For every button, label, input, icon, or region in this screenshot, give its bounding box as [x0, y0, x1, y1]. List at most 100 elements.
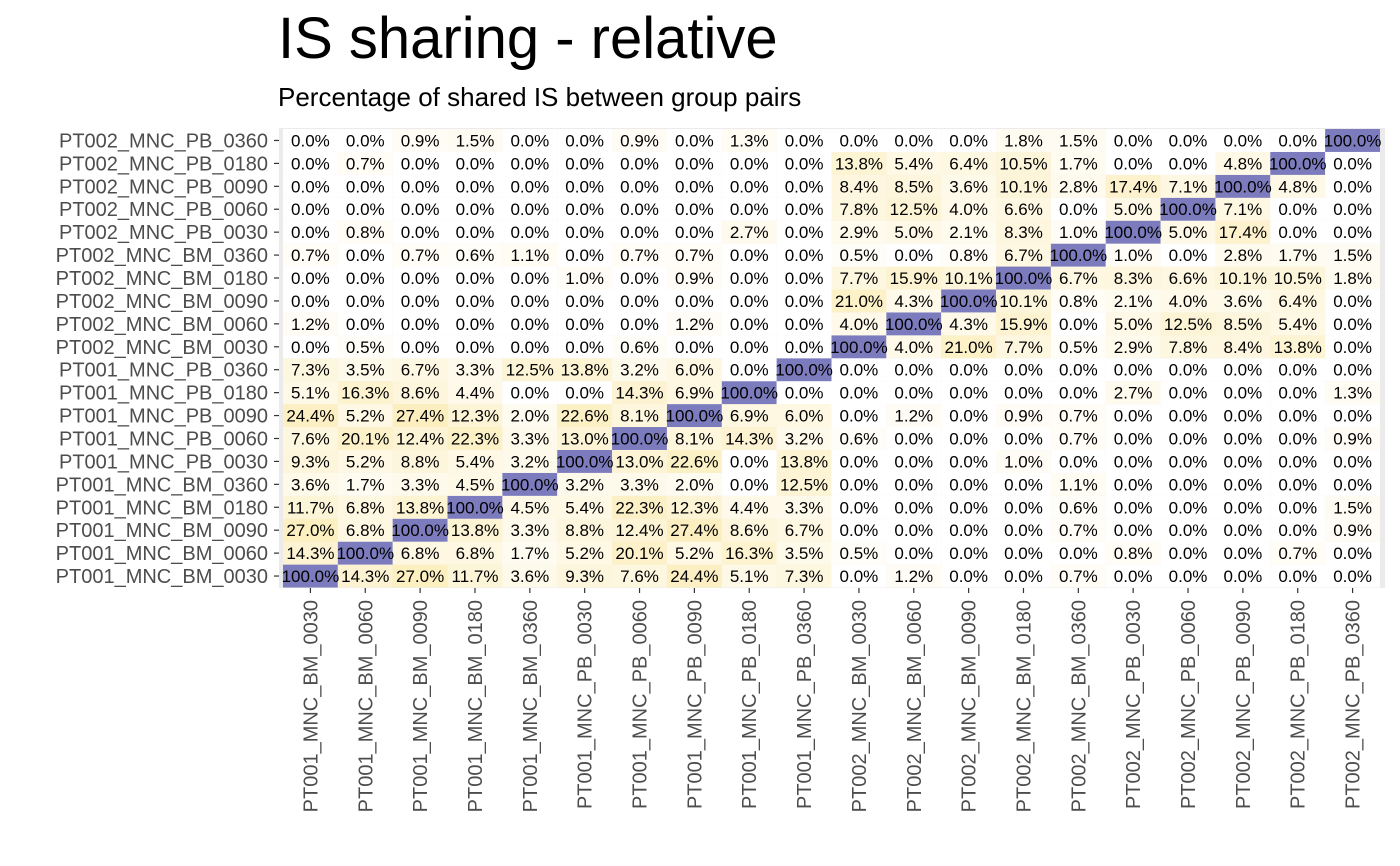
heatmap-cell-label: 1.5% — [1059, 131, 1098, 150]
heatmap-cell — [283, 312, 338, 336]
heatmap-cell — [612, 129, 667, 152]
heatmap-cell-label: 7.3% — [785, 567, 824, 586]
heatmap-cell-label: 0.0% — [675, 131, 714, 150]
x-tick-label: PT002_MNC_BM_0360 — [1068, 600, 1090, 812]
heatmap-cell — [557, 174, 613, 198]
heatmap-cell-label: 1.3% — [1333, 384, 1372, 403]
heatmap-cell — [776, 289, 832, 313]
heatmap-cell-label: 0.0% — [291, 338, 330, 357]
heatmap-cell — [502, 427, 558, 450]
heatmap-cell — [447, 449, 503, 473]
heatmap-cell-label: 0.9% — [620, 131, 659, 150]
heatmap-cell — [557, 541, 613, 565]
heatmap-cell — [1270, 129, 1326, 152]
heatmap-cell-label: 0.0% — [785, 131, 824, 150]
heatmap-cell — [831, 381, 887, 405]
heatmap-cell — [831, 129, 887, 152]
heatmap-cell — [996, 564, 1051, 588]
y-tick-label: PT002_MNC_BM_0360 — [56, 245, 268, 267]
heatmap-cell-label: 0.0% — [675, 177, 714, 196]
heatmap-cell — [1160, 129, 1216, 152]
heatmap-cell-label: 5.0% — [1169, 223, 1208, 242]
heatmap-cell-label: 2.7% — [1114, 384, 1153, 403]
heatmap-cell-label: 1.0% — [565, 269, 604, 288]
heatmap-cell — [1215, 381, 1271, 405]
heatmap-cell-label: 5.4% — [894, 154, 933, 173]
heatmap-cell-label: 7.6% — [291, 429, 330, 448]
heatmap-cell — [337, 197, 393, 221]
heatmap-cell-label: 0.0% — [565, 154, 604, 173]
y-tick-label: PT001_MNC_BM_0180 — [56, 497, 268, 519]
heatmap-cell — [1325, 518, 1380, 542]
heatmap-cell — [831, 174, 887, 198]
heatmap-cell — [1160, 312, 1216, 336]
heatmap-cell — [721, 220, 777, 244]
heatmap-cell-label: 0.0% — [1224, 384, 1263, 403]
heatmap-cell — [941, 197, 997, 221]
heatmap-cell — [721, 358, 777, 382]
x-tick-label: PT002_MNC_PB_0180 — [1288, 600, 1310, 809]
heatmap-cell — [1270, 495, 1326, 519]
heatmap-cell-label: 0.0% — [401, 177, 440, 196]
heatmap-cell — [941, 404, 997, 428]
heatmap-cell — [612, 564, 667, 588]
heatmap-cell-label: 4.3% — [949, 315, 988, 334]
heatmap-cell — [776, 449, 832, 473]
heatmap-cell-label: 0.0% — [1114, 361, 1153, 380]
heatmap-cell — [337, 243, 393, 267]
heatmap-cell — [1215, 472, 1271, 496]
heatmap-cell-label: 0.0% — [565, 223, 604, 242]
heatmap-cell-label: 10.1% — [945, 269, 993, 288]
heatmap-cell-label: 13.8% — [396, 498, 444, 517]
heatmap-cell — [1105, 427, 1161, 450]
heatmap-cell — [612, 541, 667, 565]
heatmap-cell — [886, 449, 942, 473]
heatmap-cell — [502, 289, 558, 313]
x-tick-label: PT002_MNC_BM_0060 — [904, 600, 926, 812]
heatmap-cell — [337, 312, 393, 336]
heatmap-cell — [996, 335, 1051, 359]
heatmap-cell — [996, 151, 1051, 175]
heatmap-cell-label: 2.8% — [1224, 246, 1263, 265]
heatmap-cell — [502, 541, 558, 565]
heatmap-cell-label: 7.8% — [1169, 338, 1208, 357]
heatmap-cell — [283, 289, 338, 313]
y-tick-label: PT001_MNC_PB_0180 — [59, 383, 268, 405]
heatmap-cell-label: 0.0% — [840, 361, 879, 380]
heatmap-cell — [666, 266, 722, 290]
heatmap-cell-label: 100.0% — [995, 269, 1053, 288]
heatmap-cell — [1215, 495, 1271, 519]
heatmap-cell — [1050, 174, 1106, 198]
heatmap-cell — [447, 404, 503, 428]
heatmap-cells — [283, 129, 1380, 588]
heatmap-cell-label: 27.0% — [286, 521, 334, 540]
heatmap-cell — [1325, 312, 1380, 336]
heatmap-cell-label: 8.3% — [1114, 269, 1153, 288]
heatmap-cell — [392, 129, 448, 152]
heatmap-cell-label: 0.0% — [620, 315, 659, 334]
heatmap-cell — [337, 518, 393, 542]
heatmap-cell — [831, 449, 887, 473]
heatmap-cell-label: 22.6% — [670, 452, 718, 471]
heatmap-cell-label: 14.3% — [725, 429, 773, 448]
heatmap-cell-label: 2.0% — [675, 475, 714, 494]
heatmap-cell — [1050, 335, 1106, 359]
heatmap-cell — [1215, 335, 1271, 359]
heatmap-cell — [1270, 541, 1326, 565]
heatmap-cell — [447, 564, 503, 588]
heatmap-cell-label: 6.8% — [346, 521, 385, 540]
heatmap-cell-label: 0.0% — [840, 567, 879, 586]
heatmap-cell-label: 10.5% — [1274, 269, 1322, 288]
y-tick-label: PT002_MNC_PB_0030 — [59, 222, 268, 244]
x-tick-label: PT001_MNC_BM_0030 — [300, 600, 322, 812]
heatmap-cell — [557, 197, 613, 221]
heatmap-cell-label: 0.0% — [1333, 177, 1372, 196]
heatmap-cell — [1050, 427, 1106, 450]
heatmap-cell — [1215, 541, 1271, 565]
heatmap-cell-label: 12.4% — [396, 429, 444, 448]
heatmap-cell-label: 4.4% — [730, 498, 769, 517]
heatmap-cell-label: 6.7% — [785, 521, 824, 540]
heatmap-cell — [831, 151, 887, 175]
heatmap-cell-label: 0.0% — [510, 200, 549, 219]
heatmap-cell — [502, 358, 558, 382]
